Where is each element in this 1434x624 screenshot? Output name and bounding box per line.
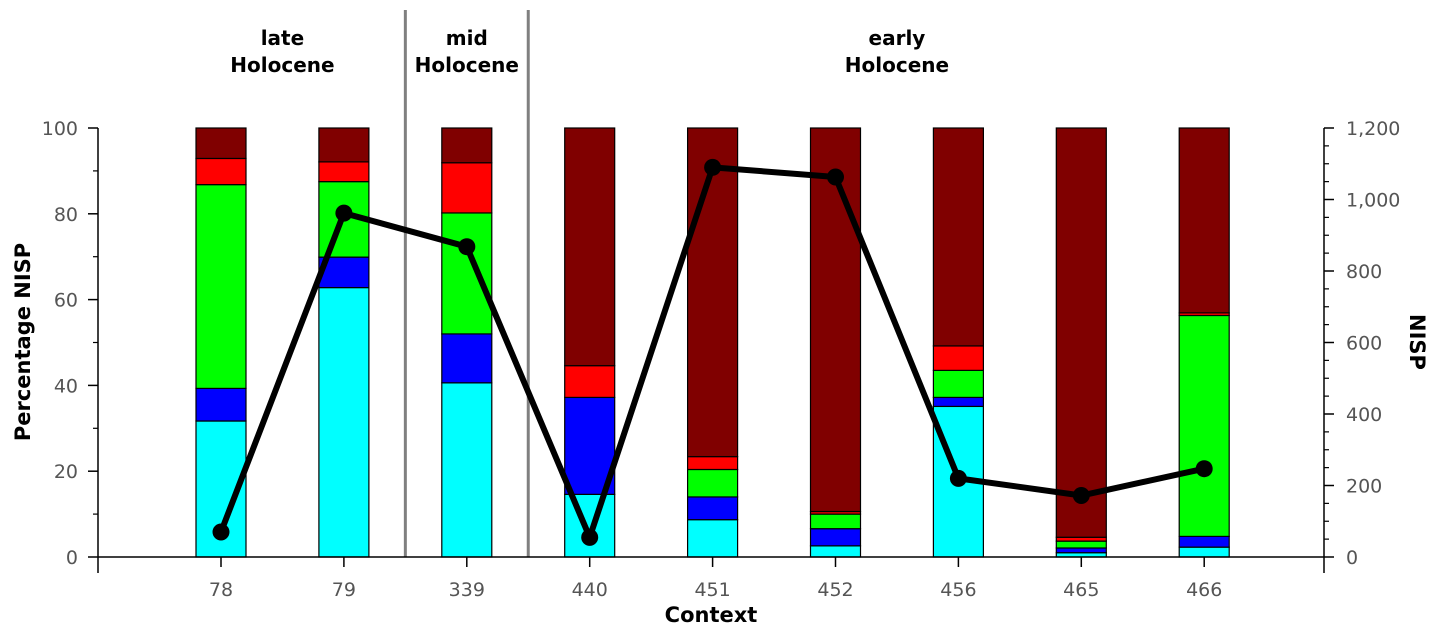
period-dividers: [403, 10, 530, 557]
bar-segment: [1055, 127, 1107, 538]
y2-tick-label: 1,000: [1346, 190, 1400, 212]
y2-tick-label: 600: [1346, 333, 1382, 355]
nisp-point: [949, 469, 967, 487]
x-tick-label: 339: [449, 579, 485, 601]
bar-segment: [932, 345, 985, 371]
bar-segment: [686, 496, 739, 521]
bar-segment: [441, 212, 493, 335]
bar-segment: [1178, 535, 1230, 548]
y-tick-label: 80: [54, 204, 78, 226]
period-label: Holocene: [230, 53, 334, 77]
bar-segment: [932, 127, 985, 347]
bar-segment: [564, 493, 616, 558]
x-tick-label: 451: [694, 579, 730, 601]
period-label: early: [869, 26, 926, 50]
bar-segment: [564, 365, 616, 399]
bar-segment: [195, 127, 247, 160]
y2-tick-label: 200: [1346, 476, 1382, 498]
x-axis-title: Context: [665, 603, 758, 624]
x-tick-label: 456: [940, 579, 976, 601]
nisp-point: [704, 158, 722, 176]
nisp-point: [212, 523, 230, 541]
bar-segment: [809, 127, 862, 513]
y2-axis-title: NISP: [1405, 314, 1429, 370]
period-label: mid: [446, 26, 488, 50]
nisp-line-series: [212, 158, 1213, 546]
bar-segment: [1055, 547, 1107, 554]
bar-segment: [441, 333, 493, 384]
x-tick-label: 465: [1063, 579, 1099, 601]
nisp-point: [827, 168, 844, 186]
bar-segment: [441, 162, 493, 214]
y-tick-label: 60: [54, 290, 78, 312]
y2-tick-label: 0: [1346, 547, 1358, 569]
nisp-point: [1195, 460, 1213, 478]
bar-segment: [195, 184, 247, 390]
period-label: late: [261, 26, 304, 50]
bar-segment: [932, 396, 985, 408]
y-tick-label: 20: [54, 461, 78, 483]
bar-segment: [318, 161, 370, 183]
y-axis-title: Percentage NISP: [11, 243, 35, 441]
bar-segment: [686, 456, 739, 471]
x-tick-label: 79: [332, 579, 356, 601]
bar-segment: [318, 127, 370, 163]
bar-segment: [686, 468, 739, 498]
period-label: Holocene: [845, 53, 949, 77]
labels: Context Percentage NISP NISP late Holocen…: [11, 26, 1429, 624]
nisp-point: [581, 528, 599, 546]
bar-segment: [195, 157, 247, 186]
bar-segment: [932, 369, 985, 399]
bar-segment: [686, 519, 739, 558]
period-label: Holocene: [415, 53, 519, 77]
x-tick-label: 466: [1186, 579, 1222, 601]
y2-tick-label: 400: [1346, 404, 1382, 426]
x-tick-label: 78: [209, 579, 233, 601]
y-tick-label: 0: [66, 547, 78, 569]
bar-segment: [441, 127, 493, 164]
y2-tick-label: 800: [1346, 261, 1382, 283]
nisp-point: [1072, 487, 1090, 505]
x-tick-label: 452: [817, 579, 853, 601]
bar-stacks: [195, 127, 1230, 558]
bar-segment: [809, 545, 862, 558]
bar-segment: [195, 387, 247, 422]
bar-segment: [809, 513, 862, 530]
bar-segment: [686, 127, 739, 458]
nisp-point: [335, 204, 353, 222]
nisp-point: [458, 238, 476, 256]
y-tick-label: 100: [42, 118, 78, 140]
bar-segment: [809, 528, 862, 547]
bar-segment: [564, 127, 616, 367]
y-tick-label: 40: [54, 375, 78, 397]
x-tick-label: 440: [572, 579, 608, 601]
bar-segment: [1178, 314, 1230, 538]
y2-tick-label: 1,200: [1346, 118, 1400, 140]
axes: 0 20 40 60 80 100 0 200 400 600 800 1,000 1,200 78 79 3…: [42, 118, 1401, 601]
bar-segment: [441, 382, 493, 558]
bar-segment: [1178, 546, 1230, 558]
bar-segment: [1055, 540, 1107, 549]
bar-segment: [318, 286, 370, 558]
bar-segment: [1178, 127, 1230, 314]
